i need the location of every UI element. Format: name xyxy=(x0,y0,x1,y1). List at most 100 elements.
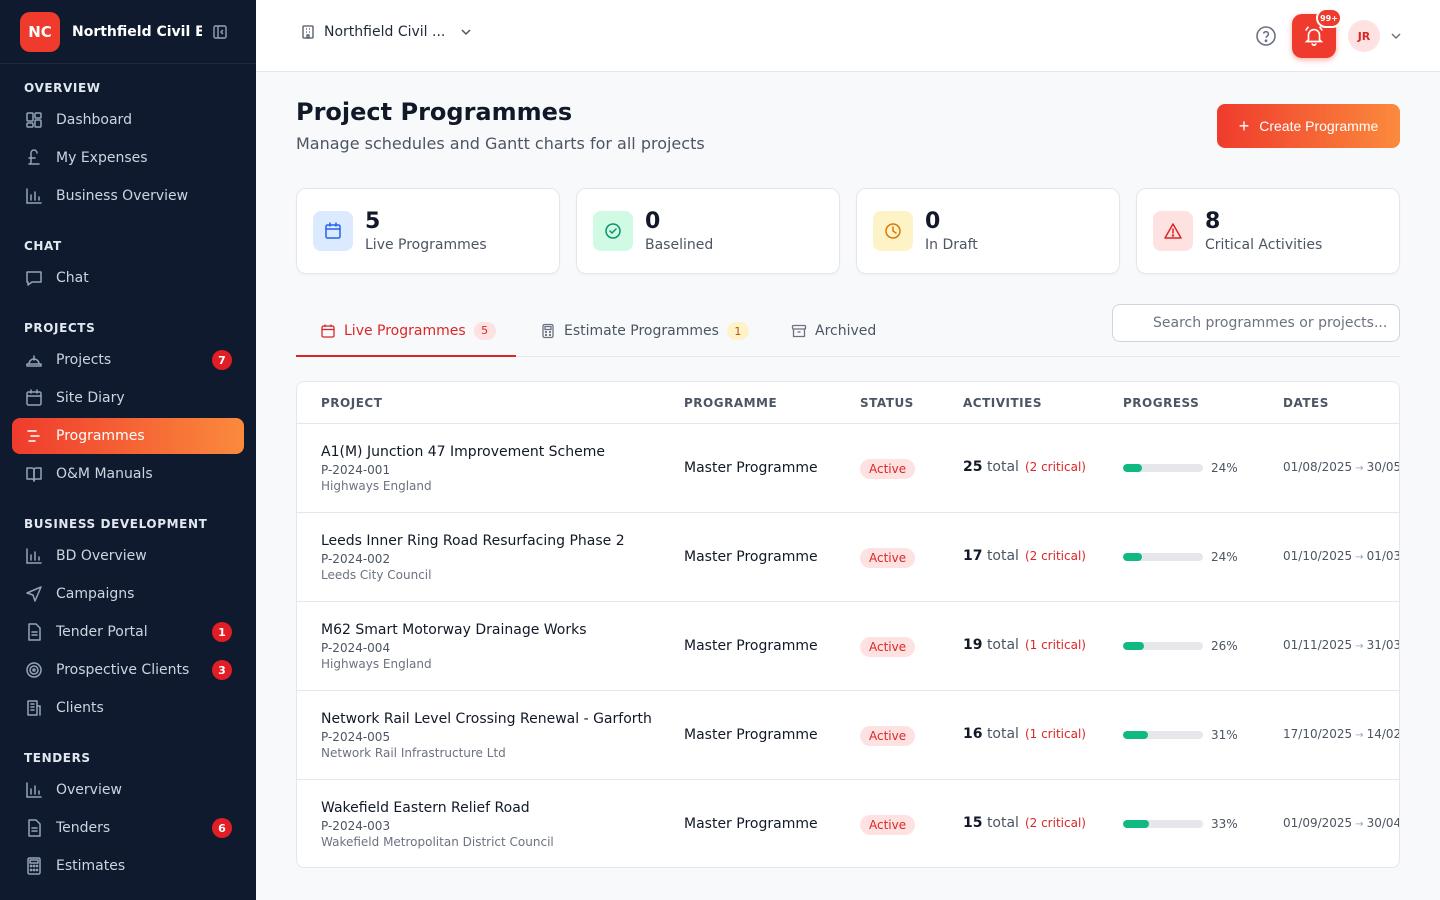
sidebar-item-campaigns[interactable]: Campaigns xyxy=(12,576,244,612)
column-header-dates[interactable]: DATES xyxy=(1283,396,1329,410)
sidebar-item-tender-portal[interactable]: Tender Portal 1 xyxy=(12,614,244,650)
create-programme-label: Create Programme xyxy=(1259,118,1379,134)
dates-cell: 01/09/2025 → 30/04 xyxy=(1283,816,1399,830)
progress-bar xyxy=(1123,820,1203,828)
sidebar-item-chat[interactable]: Chat xyxy=(12,260,244,296)
status-badge: Active xyxy=(860,459,916,479)
table-row[interactable]: A1(M) Junction 47 Improvement Scheme P-20… xyxy=(297,424,1399,513)
table-row[interactable]: Wakefield Eastern Relief Road P-2024-003 W… xyxy=(297,780,1399,867)
tab-label: Estimate Programmes xyxy=(564,323,719,339)
project-name[interactable]: Network Rail Level Crossing Renewal - Ga… xyxy=(321,711,652,727)
column-header-status[interactable]: STATUS xyxy=(860,396,914,410)
stat-card-live-programmes: 5 Live Programmes xyxy=(296,188,560,274)
brand-logo[interactable]: NC xyxy=(20,11,60,52)
sidebar-item-bd-overview[interactable]: BD Overview xyxy=(12,538,244,574)
end-date: 14/02 xyxy=(1366,727,1400,741)
progress-cell: 24% xyxy=(1123,461,1238,475)
notifications-button[interactable]: 99+ xyxy=(1292,8,1342,58)
programme-name[interactable]: Master Programme xyxy=(684,460,818,476)
target-icon xyxy=(24,660,44,680)
progress-bar-fill xyxy=(1123,642,1144,650)
document-icon xyxy=(24,818,44,838)
project-name[interactable]: M62 Smart Motorway Drainage Works xyxy=(321,622,587,638)
sidebar-item-dashboard[interactable]: Dashboard xyxy=(12,102,244,138)
nav-section-chat: CHAT Chat xyxy=(0,236,256,296)
activities-count: 15 xyxy=(963,815,983,831)
activities-cell: 17 total (2 critical) xyxy=(963,548,1086,564)
sidebar-item-estimates[interactable]: Estimates xyxy=(12,848,244,884)
sidebar-item-label: Dashboard xyxy=(56,112,132,128)
project-name[interactable]: Wakefield Eastern Relief Road xyxy=(321,800,530,816)
sidebar-item-site-diary[interactable]: Site Diary xyxy=(12,380,244,416)
activities-count: 25 xyxy=(963,459,983,475)
sidebar-item-label: Prospective Clients xyxy=(56,662,190,678)
status-badge: Active xyxy=(860,815,916,835)
sidebar-item-my-expenses[interactable]: My Expenses xyxy=(12,140,244,176)
status-badge: Active xyxy=(860,726,916,746)
project-client: Highways England xyxy=(321,479,432,493)
programme-tabs: Live Programmes 5 Estimate Programmes 1 … xyxy=(296,304,1400,357)
sidebar-item-business-overview[interactable]: Business Overview xyxy=(12,178,244,214)
user-menu-chevron-icon[interactable] xyxy=(1388,28,1404,44)
nav-heading: TENDERS xyxy=(24,751,91,765)
project-code: P-2024-001 xyxy=(321,463,391,477)
column-header-progress[interactable]: PROGRESS xyxy=(1123,396,1200,410)
clock-icon xyxy=(873,211,913,251)
start-date: 01/09/2025 xyxy=(1283,816,1353,830)
sidebar-item-prospective-clients[interactable]: Prospective Clients 3 xyxy=(12,652,244,688)
sidebar-collapse-icon[interactable] xyxy=(212,24,228,40)
chevron-down-icon xyxy=(461,29,471,36)
stat-label: Baselined xyxy=(645,237,714,253)
sidebar-item-tenders[interactable]: Tenders 6 xyxy=(12,810,244,846)
sidebar-item-o-m-manuals[interactable]: O&M Manuals xyxy=(12,456,244,492)
arrow-right-icon: → xyxy=(1355,552,1364,563)
chat-icon xyxy=(24,268,44,288)
sidebar-item-overview[interactable]: Overview xyxy=(12,772,244,808)
stat-card-critical-activities: 8 Critical Activities xyxy=(1136,188,1400,274)
dashboard-icon xyxy=(24,110,44,130)
progress-bar xyxy=(1123,553,1203,561)
project-code: P-2024-002 xyxy=(321,552,391,566)
project-code: P-2024-005 xyxy=(321,730,391,744)
activities-cell: 25 total (2 critical) xyxy=(963,459,1086,475)
programme-name[interactable]: Master Programme xyxy=(684,638,818,654)
column-header-project[interactable]: PROJECT xyxy=(321,396,383,410)
critical-count: (1 critical) xyxy=(1024,727,1086,741)
programme-name[interactable]: Master Programme xyxy=(684,816,818,832)
table-row[interactable]: M62 Smart Motorway Drainage Works P-2024-… xyxy=(297,602,1399,691)
activities-cell: 16 total (1 critical) xyxy=(963,726,1086,742)
tab-estimate-programmes[interactable]: Estimate Programmes 1 xyxy=(540,306,749,356)
column-header-programme[interactable]: PROGRAMME xyxy=(684,396,778,410)
tab-count-badge: 1 xyxy=(726,322,749,340)
progress-percent: 26% xyxy=(1211,639,1238,653)
tab-live-programmes[interactable]: Live Programmes 5 xyxy=(296,306,516,357)
brand-name[interactable]: Northfield Civil E... xyxy=(72,23,202,40)
nav-section-overview: OVERVIEW Dashboard My Expenses Business Ove… xyxy=(0,78,256,214)
archive-icon xyxy=(791,324,807,338)
help-icon[interactable] xyxy=(1254,24,1278,48)
table-row[interactable]: Network Rail Level Crossing Renewal - Ga… xyxy=(297,691,1399,780)
search-input[interactable] xyxy=(1112,304,1400,342)
stat-label: In Draft xyxy=(925,237,978,253)
project-client: Wakefield Metropolitan District Council xyxy=(321,835,554,849)
table-row[interactable]: Leeds Inner Ring Road Resurfacing Phase … xyxy=(297,513,1399,602)
hard-hat-icon xyxy=(24,350,44,370)
tab-archived[interactable]: Archived xyxy=(791,306,876,356)
sidebar-item-clients[interactable]: Clients xyxy=(12,690,244,726)
sidebar-item-programmes[interactable]: Programmes xyxy=(12,418,244,454)
column-header-activities[interactable]: ACTIVITIES xyxy=(963,396,1042,410)
table-body: A1(M) Junction 47 Improvement Scheme P-20… xyxy=(297,424,1399,867)
user-avatar[interactable]: JR xyxy=(1348,20,1380,52)
progress-cell: 24% xyxy=(1123,550,1238,564)
sidebar-item-label: Estimates xyxy=(56,858,126,874)
dates-cell: 01/11/2025 → 31/03 xyxy=(1283,638,1399,652)
create-programme-button[interactable]: + Create Programme xyxy=(1217,104,1400,148)
programme-name[interactable]: Master Programme xyxy=(684,727,818,743)
stat-value: 8 xyxy=(1205,209,1221,234)
project-name[interactable]: A1(M) Junction 47 Improvement Scheme xyxy=(321,444,605,460)
project-name[interactable]: Leeds Inner Ring Road Resurfacing Phase … xyxy=(321,533,625,549)
org-switcher[interactable]: Northfield Civil ... xyxy=(300,24,473,40)
programme-name[interactable]: Master Programme xyxy=(684,549,818,565)
critical-count: (2 critical) xyxy=(1024,816,1086,830)
sidebar-item-projects[interactable]: Projects 7 xyxy=(12,342,244,378)
